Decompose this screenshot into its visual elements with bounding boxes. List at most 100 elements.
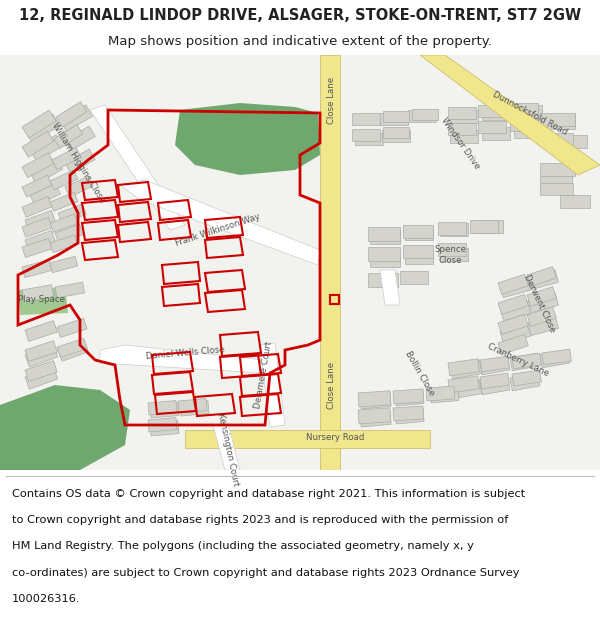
Bar — [527, 287, 556, 306]
Polygon shape — [120, 180, 320, 265]
Bar — [500, 278, 530, 298]
Bar — [480, 373, 509, 389]
Bar — [383, 127, 409, 138]
Bar — [393, 406, 424, 421]
Bar — [65, 149, 95, 173]
Polygon shape — [420, 55, 600, 175]
Text: Derwent Close: Derwent Close — [523, 272, 557, 334]
Bar — [25, 367, 58, 389]
Bar — [370, 230, 400, 244]
Bar — [358, 391, 391, 407]
Bar — [498, 334, 529, 354]
Text: William Higgins Close: William Higgins Close — [50, 121, 106, 204]
Bar — [58, 341, 88, 361]
Bar — [58, 204, 86, 223]
Bar — [22, 217, 52, 238]
Bar — [393, 389, 424, 404]
Text: Nursery Road: Nursery Road — [306, 434, 364, 442]
Bar — [330, 295, 339, 304]
Bar — [25, 211, 55, 231]
Polygon shape — [0, 385, 130, 470]
Bar — [540, 175, 572, 189]
Bar — [403, 245, 433, 258]
Text: HM Land Registry. The polygons (including the associated geometry, namely x, y: HM Land Registry. The polygons (includin… — [12, 541, 474, 551]
Bar — [22, 238, 52, 258]
Bar — [50, 192, 78, 211]
Bar — [498, 294, 529, 314]
Bar — [560, 195, 590, 208]
Text: to Crown copyright and database rights 2023 and is reproduced with the permissio: to Crown copyright and database rights 2… — [12, 515, 508, 525]
Bar — [482, 127, 510, 140]
Text: Kensington Court: Kensington Court — [216, 412, 240, 488]
Bar — [482, 107, 510, 120]
Bar — [470, 220, 498, 233]
Text: Play Space: Play Space — [19, 296, 65, 304]
Polygon shape — [185, 430, 430, 448]
Bar — [30, 158, 62, 184]
Bar — [60, 105, 92, 131]
Bar — [480, 357, 510, 375]
Bar — [56, 102, 87, 127]
Text: Dunnocksfold Road: Dunnocksfold Road — [491, 89, 569, 136]
Bar — [448, 376, 479, 393]
Text: Map shows position and indicative extent of the property.: Map shows position and indicative extent… — [108, 35, 492, 48]
Bar — [150, 402, 179, 418]
Bar — [395, 391, 424, 406]
Bar — [438, 222, 466, 235]
Bar — [500, 301, 530, 321]
Bar — [22, 260, 52, 278]
Bar — [412, 109, 438, 120]
Bar — [510, 373, 540, 391]
Bar — [54, 125, 83, 148]
Bar — [440, 248, 468, 261]
Bar — [448, 123, 476, 135]
Bar — [55, 224, 83, 243]
Polygon shape — [100, 345, 265, 373]
Polygon shape — [380, 270, 400, 305]
Bar — [400, 271, 428, 284]
Bar — [52, 148, 81, 170]
Bar — [540, 113, 575, 126]
Bar — [150, 421, 179, 436]
Bar — [450, 380, 482, 399]
Bar — [352, 129, 380, 141]
Text: Delamere Court: Delamere Court — [253, 341, 274, 409]
Bar — [380, 113, 408, 125]
Text: Windsor Drive: Windsor Drive — [439, 116, 481, 171]
Bar — [368, 247, 400, 261]
Bar — [542, 349, 571, 365]
Bar — [22, 153, 54, 178]
Bar — [352, 113, 380, 125]
Text: Close Lane: Close Lane — [328, 76, 337, 124]
Bar — [148, 401, 177, 415]
Bar — [426, 386, 455, 401]
Bar — [355, 133, 383, 145]
Bar — [540, 133, 573, 145]
Text: Spence
Close: Spence Close — [434, 245, 466, 265]
Bar — [55, 282, 85, 298]
Bar — [450, 130, 478, 143]
Bar — [65, 126, 95, 151]
Bar — [540, 183, 573, 195]
Bar — [500, 324, 530, 344]
Bar — [403, 225, 433, 238]
Bar — [25, 361, 57, 381]
Bar — [25, 341, 57, 361]
Bar — [25, 321, 57, 341]
Text: Daniel Wells Close: Daniel Wells Close — [145, 345, 225, 361]
Bar — [382, 130, 410, 142]
Bar — [514, 105, 542, 118]
Bar — [527, 307, 556, 326]
Bar — [450, 360, 482, 379]
Bar — [30, 135, 62, 161]
Bar — [405, 251, 433, 264]
Bar — [25, 345, 58, 368]
Bar — [528, 316, 559, 336]
Bar — [57, 338, 87, 357]
Bar — [405, 227, 433, 240]
Bar — [360, 411, 391, 427]
Bar — [510, 353, 540, 371]
Bar — [528, 270, 559, 289]
Bar — [440, 223, 468, 236]
Bar — [178, 399, 207, 413]
